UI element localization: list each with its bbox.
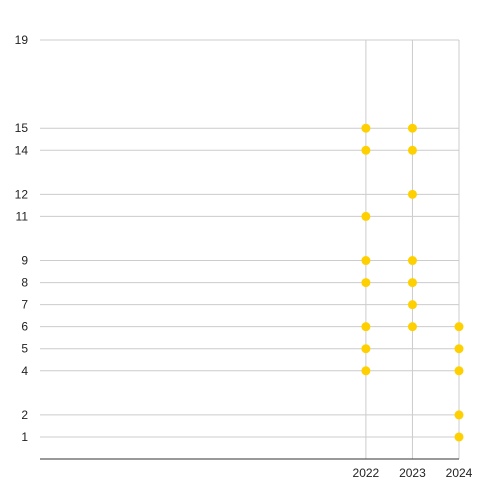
x-tick-label: 2022 [353,466,380,480]
data-point [407,300,417,310]
y-tick-label: 6 [21,320,28,334]
data-point [454,322,464,332]
data-point [361,145,371,155]
data-point [407,189,417,199]
data-point [361,123,371,133]
y-tick-label: 2 [21,408,28,422]
y-tick-label: 8 [21,276,28,290]
data-point [407,123,417,133]
data-point [454,366,464,376]
x-tick-label: 2024 [446,466,473,480]
x-tick-label: 2023 [399,466,426,480]
data-point [361,278,371,288]
y-tick-label: 11 [16,209,29,223]
y-tick-label: 4 [21,364,28,378]
data-point-layer [361,123,464,442]
data-point [361,366,371,376]
y-tick-label: 7 [21,298,28,312]
data-point [361,344,371,354]
y-tick-label: 1 [21,430,28,444]
y-tick-label: 15 [15,121,29,135]
data-point [454,432,464,442]
data-point [361,322,371,332]
data-point [454,344,464,354]
y-tick-label: 5 [21,342,28,356]
data-point [407,322,417,332]
data-point [407,145,417,155]
data-point [361,256,371,266]
y-tick-label: 12 [15,187,29,201]
y-tick-label: 19 [15,33,29,47]
data-point [407,256,417,266]
y-tick-label: 9 [21,254,28,268]
data-point [407,278,417,288]
data-point [361,211,371,221]
y-tick-label: 14 [15,143,29,157]
data-point [454,410,464,420]
grid-layer [40,39,460,459]
